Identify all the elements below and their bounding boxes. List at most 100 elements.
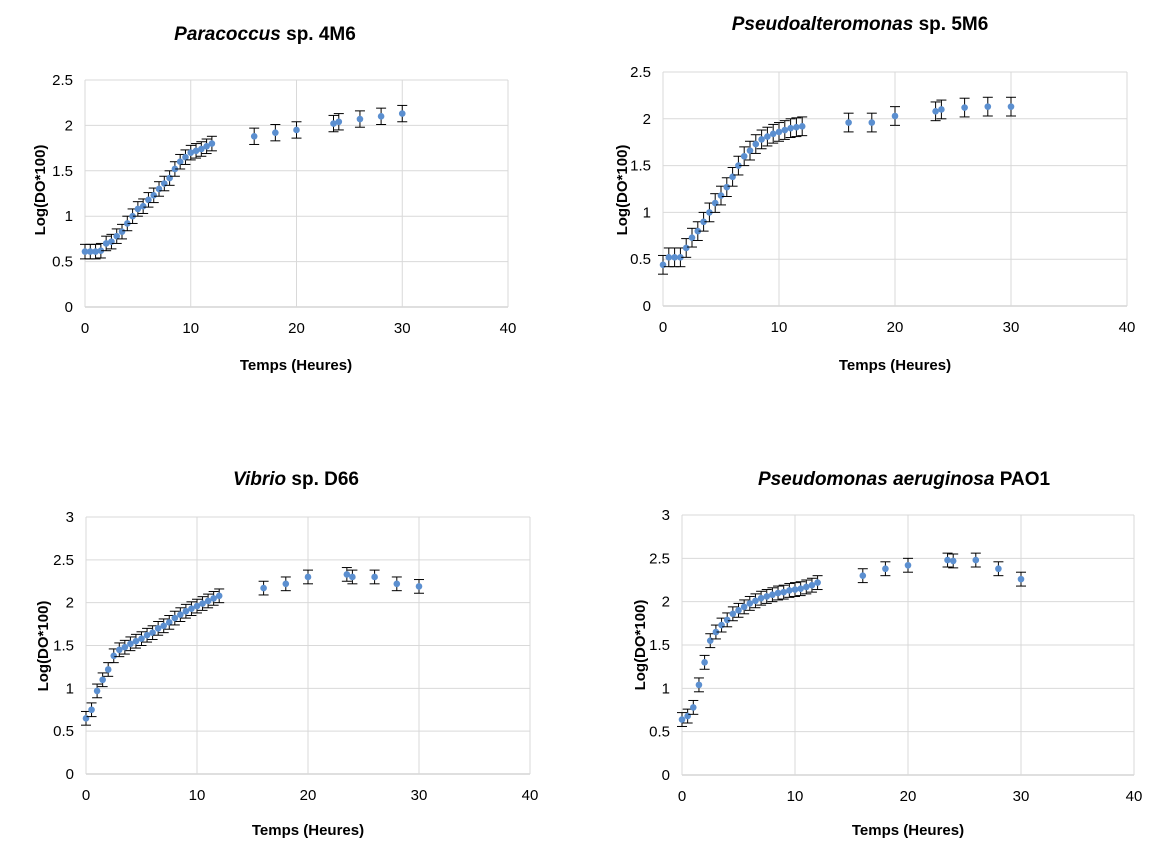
x-tick-label: 10 <box>787 788 804 805</box>
data-point <box>752 140 760 148</box>
data-point <box>198 145 205 153</box>
data-point <box>138 635 145 642</box>
data-point <box>882 565 889 573</box>
x-axis-title: Temps (Heures) <box>252 822 364 839</box>
y-tick-label: 0 <box>66 766 74 783</box>
data-point <box>949 557 957 565</box>
y-tick-label: 1 <box>65 208 73 225</box>
chart-title-strain: sp. 5M6 <box>913 14 988 35</box>
chart-title: Vibrio sp. D66 <box>233 469 359 490</box>
data-point <box>282 580 290 588</box>
data-point <box>272 129 279 136</box>
chart-title: Pseudoalteromonas sp. 5M6 <box>732 14 989 35</box>
x-axis-title: Temps (Heures) <box>240 357 352 374</box>
data-point <box>682 244 690 252</box>
data-point <box>938 106 945 113</box>
data-point <box>712 628 720 636</box>
data-point <box>671 254 678 261</box>
data-point <box>706 209 713 216</box>
y-tick-label: 0 <box>662 767 670 784</box>
x-tick-label: 20 <box>900 788 917 805</box>
data-point <box>695 681 703 689</box>
data-point <box>746 147 754 154</box>
y-axis-title: Log(DO*100) <box>35 601 52 692</box>
data-point <box>690 704 697 711</box>
x-tick-label: 20 <box>288 320 305 337</box>
data-point <box>171 614 179 622</box>
data-point <box>688 234 696 241</box>
y-tick-label: 1.5 <box>53 638 74 655</box>
data-point <box>82 715 90 722</box>
data-point <box>891 112 899 120</box>
y-tick-label: 2.5 <box>630 64 651 81</box>
data-point <box>961 104 968 111</box>
data-point <box>104 666 112 673</box>
data-point <box>343 571 351 578</box>
data-point <box>665 254 673 261</box>
data-point <box>335 118 343 126</box>
data-point <box>859 572 867 579</box>
x-tick-label: 0 <box>659 319 667 336</box>
y-tick-label: 0 <box>65 299 73 316</box>
data-point <box>260 584 267 592</box>
x-axis-title: Temps (Heures) <box>839 357 951 374</box>
data-point <box>177 611 184 618</box>
data-point <box>143 631 151 639</box>
data-point <box>718 621 725 629</box>
data-point <box>774 589 782 597</box>
data-point <box>723 616 731 624</box>
data-point <box>349 573 356 581</box>
y-tick-label: 2 <box>643 111 651 128</box>
x-tick-label: 10 <box>189 787 206 804</box>
data-point <box>398 110 406 117</box>
data-point <box>102 240 110 247</box>
data-point <box>787 124 794 132</box>
data-point <box>700 218 707 226</box>
chart-title-strain: sp. 4M6 <box>281 24 356 45</box>
x-tick-label: 40 <box>500 320 517 337</box>
data-point <box>188 605 195 612</box>
chart-title-species: Vibrio <box>233 469 286 490</box>
x-tick-label: 40 <box>522 787 539 804</box>
data-point <box>701 659 708 666</box>
data-point <box>791 586 799 593</box>
data-point <box>199 600 206 607</box>
data-point <box>97 247 105 255</box>
data-point <box>944 556 951 564</box>
y-tick-label: 3 <box>662 507 670 524</box>
x-tick-label: 10 <box>182 320 199 337</box>
chart-title-species: Pseudomonas aeruginosa <box>758 469 995 490</box>
chart-title-strain: sp. D66 <box>286 469 359 490</box>
data-point <box>415 583 423 590</box>
data-point <box>99 676 106 684</box>
data-point <box>182 153 189 161</box>
chart-title-strain: PAO1 <box>994 469 1050 490</box>
data-point <box>182 607 190 615</box>
data-point <box>797 585 804 592</box>
data-point <box>160 622 167 630</box>
data-point <box>775 128 783 136</box>
y-tick-label: 0.5 <box>52 254 73 271</box>
data-point <box>93 687 101 695</box>
y-tick-label: 2 <box>662 594 670 611</box>
data-point <box>187 149 195 156</box>
data-point <box>132 637 140 645</box>
data-point <box>764 133 771 140</box>
x-tick-label: 30 <box>1003 319 1020 336</box>
data-point <box>116 646 123 654</box>
data-point <box>250 132 258 140</box>
data-point <box>210 595 217 602</box>
chart-title-species: Paracoccus <box>174 24 281 45</box>
chart-title: Paracoccus sp. 4M6 <box>174 24 356 45</box>
data-point <box>304 573 312 581</box>
y-tick-label: 2.5 <box>649 550 670 567</box>
data-point <box>92 248 99 255</box>
y-tick-label: 0.5 <box>649 724 670 741</box>
x-tick-label: 30 <box>411 787 428 804</box>
x-tick-label: 0 <box>82 787 90 804</box>
data-point <box>113 232 121 240</box>
data-point <box>293 126 300 134</box>
x-tick-label: 0 <box>678 788 686 805</box>
